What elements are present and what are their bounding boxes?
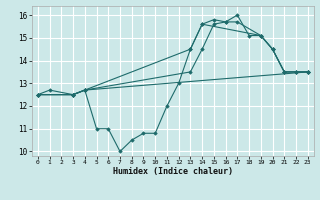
X-axis label: Humidex (Indice chaleur): Humidex (Indice chaleur): [113, 167, 233, 176]
